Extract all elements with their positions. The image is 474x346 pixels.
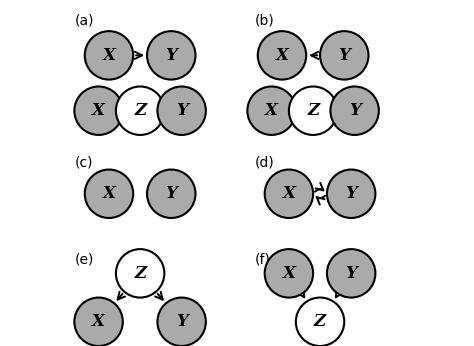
Circle shape — [85, 170, 133, 218]
Text: X: X — [102, 185, 115, 202]
Text: X: X — [275, 47, 288, 64]
Circle shape — [320, 31, 368, 80]
Circle shape — [327, 170, 375, 218]
Circle shape — [116, 249, 164, 298]
Text: Y: Y — [165, 47, 177, 64]
Circle shape — [157, 86, 206, 135]
FancyArrowPatch shape — [317, 196, 325, 204]
Circle shape — [296, 298, 344, 346]
Text: Z: Z — [134, 265, 146, 282]
Circle shape — [74, 86, 123, 135]
Text: X: X — [92, 313, 105, 330]
Circle shape — [74, 298, 123, 346]
Text: Y: Y — [165, 185, 177, 202]
Circle shape — [116, 86, 164, 135]
Text: Y: Y — [338, 47, 350, 64]
Circle shape — [264, 170, 313, 218]
Text: X: X — [102, 47, 115, 64]
Text: Z: Z — [314, 313, 326, 330]
Text: X: X — [92, 102, 105, 119]
Circle shape — [85, 31, 133, 80]
Text: (b): (b) — [254, 14, 274, 28]
Text: (d): (d) — [254, 156, 274, 170]
Text: X: X — [265, 102, 278, 119]
Text: (e): (e) — [74, 253, 94, 266]
Circle shape — [247, 86, 296, 135]
Text: Y: Y — [349, 102, 361, 119]
Text: Y: Y — [176, 102, 188, 119]
Text: (a): (a) — [74, 14, 94, 28]
Text: Y: Y — [176, 313, 188, 330]
Circle shape — [147, 31, 195, 80]
Text: Z: Z — [307, 102, 319, 119]
Circle shape — [330, 86, 379, 135]
Text: Z: Z — [134, 102, 146, 119]
Text: X: X — [283, 265, 295, 282]
Text: Y: Y — [345, 185, 357, 202]
Text: Y: Y — [345, 265, 357, 282]
Text: (f): (f) — [254, 253, 270, 266]
Circle shape — [327, 249, 375, 298]
Text: (c): (c) — [74, 156, 93, 170]
Circle shape — [147, 170, 195, 218]
Circle shape — [289, 86, 337, 135]
FancyArrowPatch shape — [315, 183, 323, 192]
Circle shape — [258, 31, 306, 80]
Circle shape — [264, 249, 313, 298]
Text: X: X — [283, 185, 295, 202]
Circle shape — [157, 298, 206, 346]
